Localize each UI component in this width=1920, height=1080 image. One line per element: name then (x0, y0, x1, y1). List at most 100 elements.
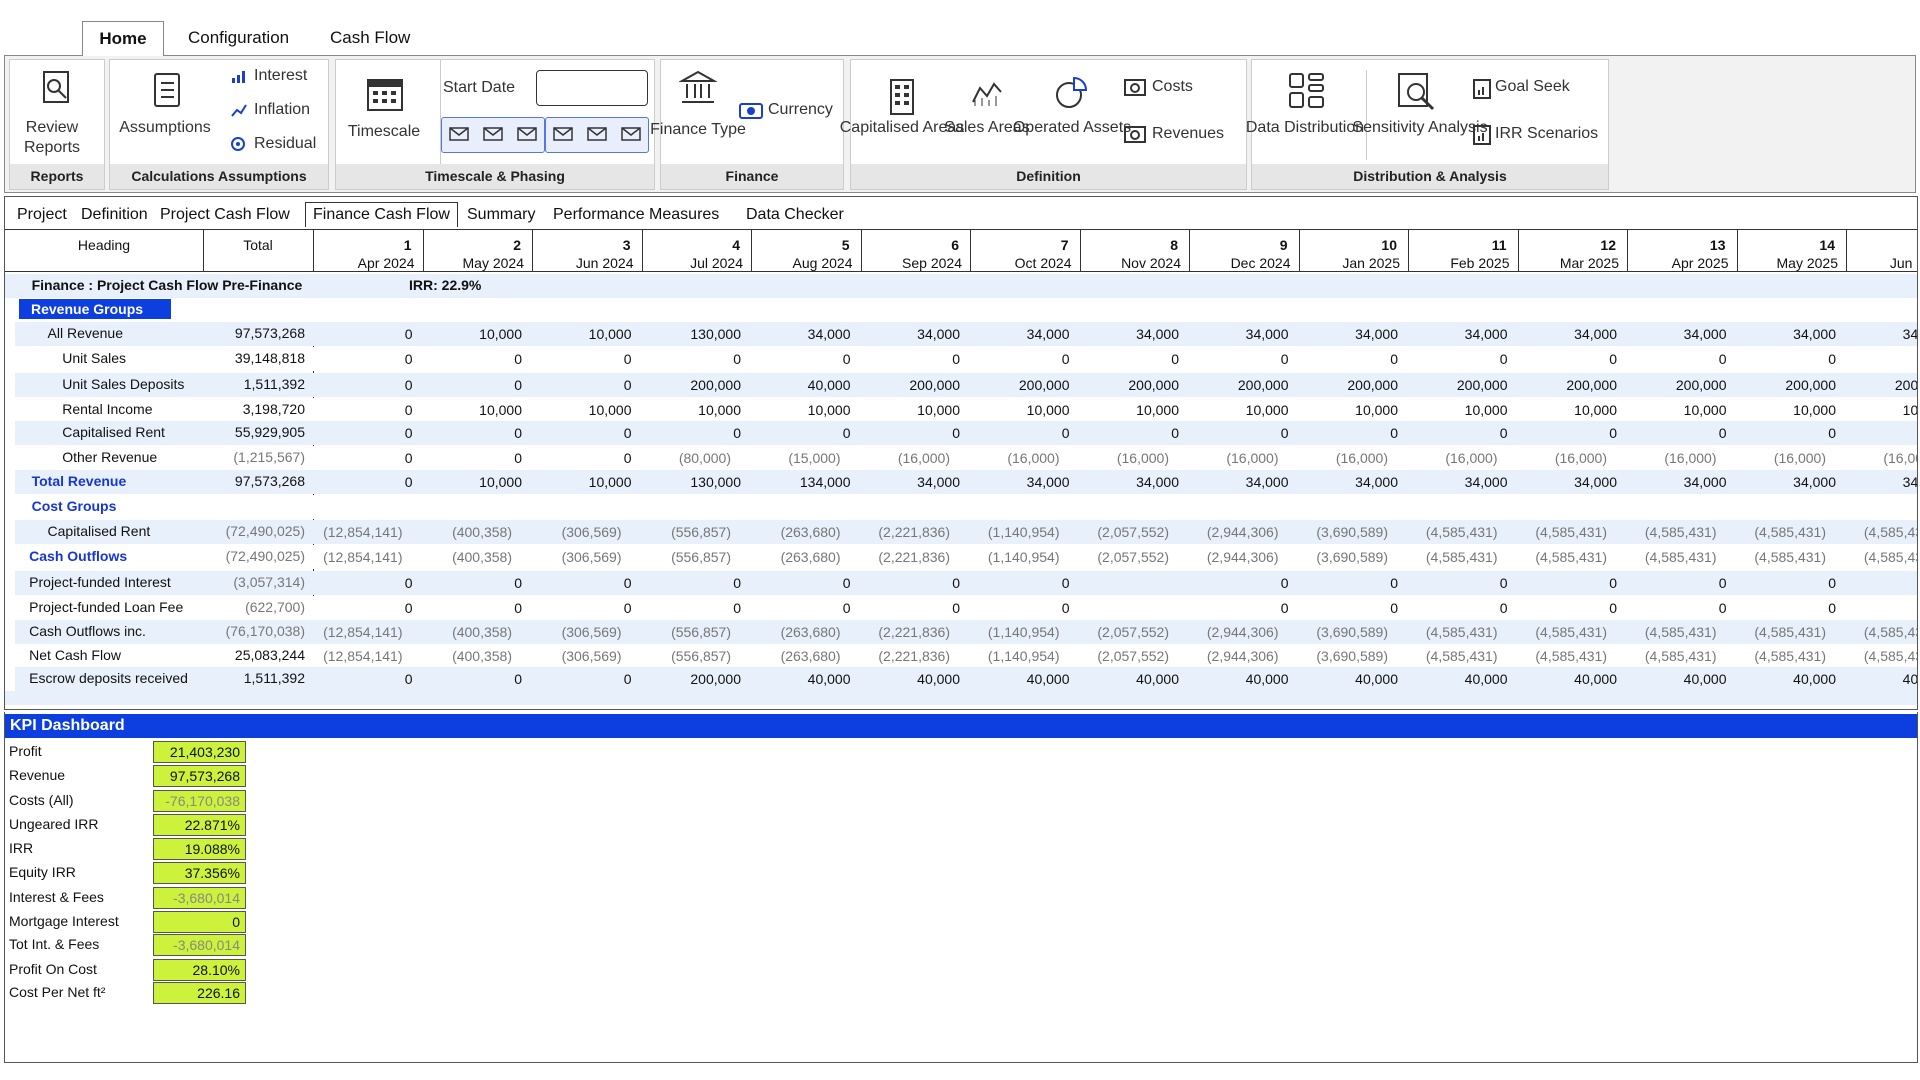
cell-value: 200,000 (1128, 377, 1179, 394)
kpi-label: Equity IRR (9, 864, 76, 881)
cell-value: (16,000) (1554, 449, 1607, 466)
cell-value: 0 (404, 600, 413, 617)
icon (449, 127, 469, 141)
period-number: 7 (1060, 237, 1069, 253)
cell-value: 0 (514, 600, 522, 617)
kpi-label: Mortgage Interest (9, 913, 119, 930)
cell-value: 10,000 (479, 401, 522, 418)
row-total: 97,573,268 (234, 325, 305, 342)
row-bg (15, 297, 1917, 322)
inflation-button[interactable]: Inflation (254, 101, 311, 118)
cell-value: 0 (1718, 574, 1727, 591)
icon (739, 103, 763, 119)
cell-value: (16,000) (1007, 449, 1060, 466)
capitalised-areas-button[interactable]: Capitalised Areas (839, 119, 965, 136)
cell-value: 0 (404, 326, 413, 343)
cell-value: (4,585,431) (1644, 623, 1717, 640)
sheet-tab[interactable]: Finance Cash Flow (305, 202, 458, 227)
tab-configuration[interactable]: Configuration (188, 28, 290, 47)
cell-value: 40,000 (807, 377, 851, 394)
cell-value: 0 (623, 350, 632, 367)
cell-value: 0 (623, 574, 632, 591)
costs-button[interactable]: Costs (1152, 78, 1193, 95)
kpi-label: Profit On Cost (9, 960, 97, 977)
residual-button[interactable]: Residual (254, 135, 317, 152)
cell-value: (12,854,141) (323, 524, 403, 541)
timescale-button[interactable]: Timescale (347, 123, 421, 140)
icon (154, 73, 180, 107)
period-month: Jun 2024 (575, 255, 634, 271)
period-number: 6 (951, 237, 959, 253)
sales-areas-button[interactable]: Sales Areas (944, 119, 1030, 136)
cell-value: (306,569) (561, 524, 622, 541)
sheet-tab[interactable]: Data Checker (746, 206, 844, 223)
cell-value: (3,690,589) (1316, 623, 1388, 640)
cell-value: 200,000 (1894, 377, 1918, 394)
finance-type-button[interactable]: Finance Type (650, 121, 746, 138)
row-bg (15, 667, 1917, 692)
cell-value: 34,000 (1136, 326, 1179, 343)
cell-value: (4,585,431) (1425, 623, 1498, 640)
icon (367, 79, 403, 111)
cell-value: 34,000 (1574, 326, 1617, 343)
cell-value: 0 (514, 377, 522, 394)
currency-button[interactable]: Currency (768, 101, 833, 118)
cell-value: (2,221,836) (878, 524, 950, 541)
cell-value: 0 (1061, 600, 1070, 617)
irr-scenarios-button[interactable]: IRR Scenarios (1495, 125, 1599, 142)
operated-assets-button[interactable]: Operated Assets (1012, 119, 1132, 136)
cell-value: (1,140,954) (987, 524, 1060, 541)
goal-seek-button[interactable]: Goal Seek (1495, 78, 1570, 95)
cell-value: 200,000 (909, 377, 960, 394)
cell-value: 0 (404, 574, 413, 591)
sheet: Project Definition Project Cash Flow Financ… (4, 196, 1918, 710)
tab-cash-flow[interactable]: Cash Flow (330, 28, 411, 47)
cell-value: 0 (514, 574, 522, 591)
sheet-tab[interactable]: Project Cash Flow (160, 206, 290, 223)
revenues-button[interactable]: Revenues (1152, 125, 1225, 142)
column-rule (532, 229, 533, 271)
sheet-tab[interactable]: Summary (467, 206, 536, 223)
period-number: 12 (1600, 237, 1616, 253)
cell-value: 0 (1061, 574, 1070, 591)
cell-value: 0 (1280, 425, 1289, 442)
assumptions-button[interactable]: Assumptions (119, 119, 211, 136)
cell-value: 0 (952, 425, 960, 442)
interest-button[interactable]: Interest (254, 67, 308, 84)
cell-value: (16,000) (1664, 449, 1717, 466)
sheet-tab[interactable]: Performance Measures (553, 206, 720, 223)
period-number: 14 (1819, 237, 1835, 253)
icon (483, 127, 503, 141)
sheet-tab[interactable]: Definition (81, 206, 148, 223)
period-number: 8 (1170, 237, 1178, 253)
cell-value: 0 (842, 574, 851, 591)
row-label: Project-funded Loan Fee (29, 599, 184, 616)
row-label: Total Revenue (31, 473, 127, 490)
kpi-value: 0 (153, 911, 246, 934)
sensitivity-analysis-button[interactable]: Sensitivity Analysis (1352, 119, 1488, 136)
data-distribution-button[interactable]: Data Distribution (1245, 119, 1365, 136)
group-label: Distribution & Analysis (1252, 164, 1608, 189)
kpi-label: Profit (9, 742, 42, 759)
cell-value: (1,140,954) (987, 548, 1060, 565)
sheet-tab[interactable]: Project (17, 206, 67, 223)
cell-value: 34,000 (1574, 474, 1617, 491)
tab-home[interactable]: Home (82, 21, 164, 56)
cell-value: 10,000 (1683, 401, 1727, 418)
cell-value: 34,000 (1245, 326, 1289, 343)
row-total: (76,170,038) (225, 622, 305, 639)
cell-value: 34,000 (1793, 326, 1836, 343)
row-bg (15, 470, 1917, 495)
cell-value: 0 (842, 425, 851, 442)
cell-value: (4,585,431) (1754, 648, 1826, 665)
cell-value: 34,000 (1902, 326, 1918, 343)
period-month: Sep 2024 (902, 255, 962, 271)
column-rule (1189, 229, 1190, 271)
group-label: Calculations Assumptions (110, 164, 328, 189)
start-date-input[interactable] (536, 70, 648, 106)
cell-value: 200,000 (690, 377, 741, 394)
cell-value: (80,000) (678, 449, 731, 466)
review-reports-button[interactable]: Review Reports (23, 119, 81, 156)
cell-value: (2,944,306) (1206, 524, 1279, 541)
row-bg (15, 520, 1917, 545)
